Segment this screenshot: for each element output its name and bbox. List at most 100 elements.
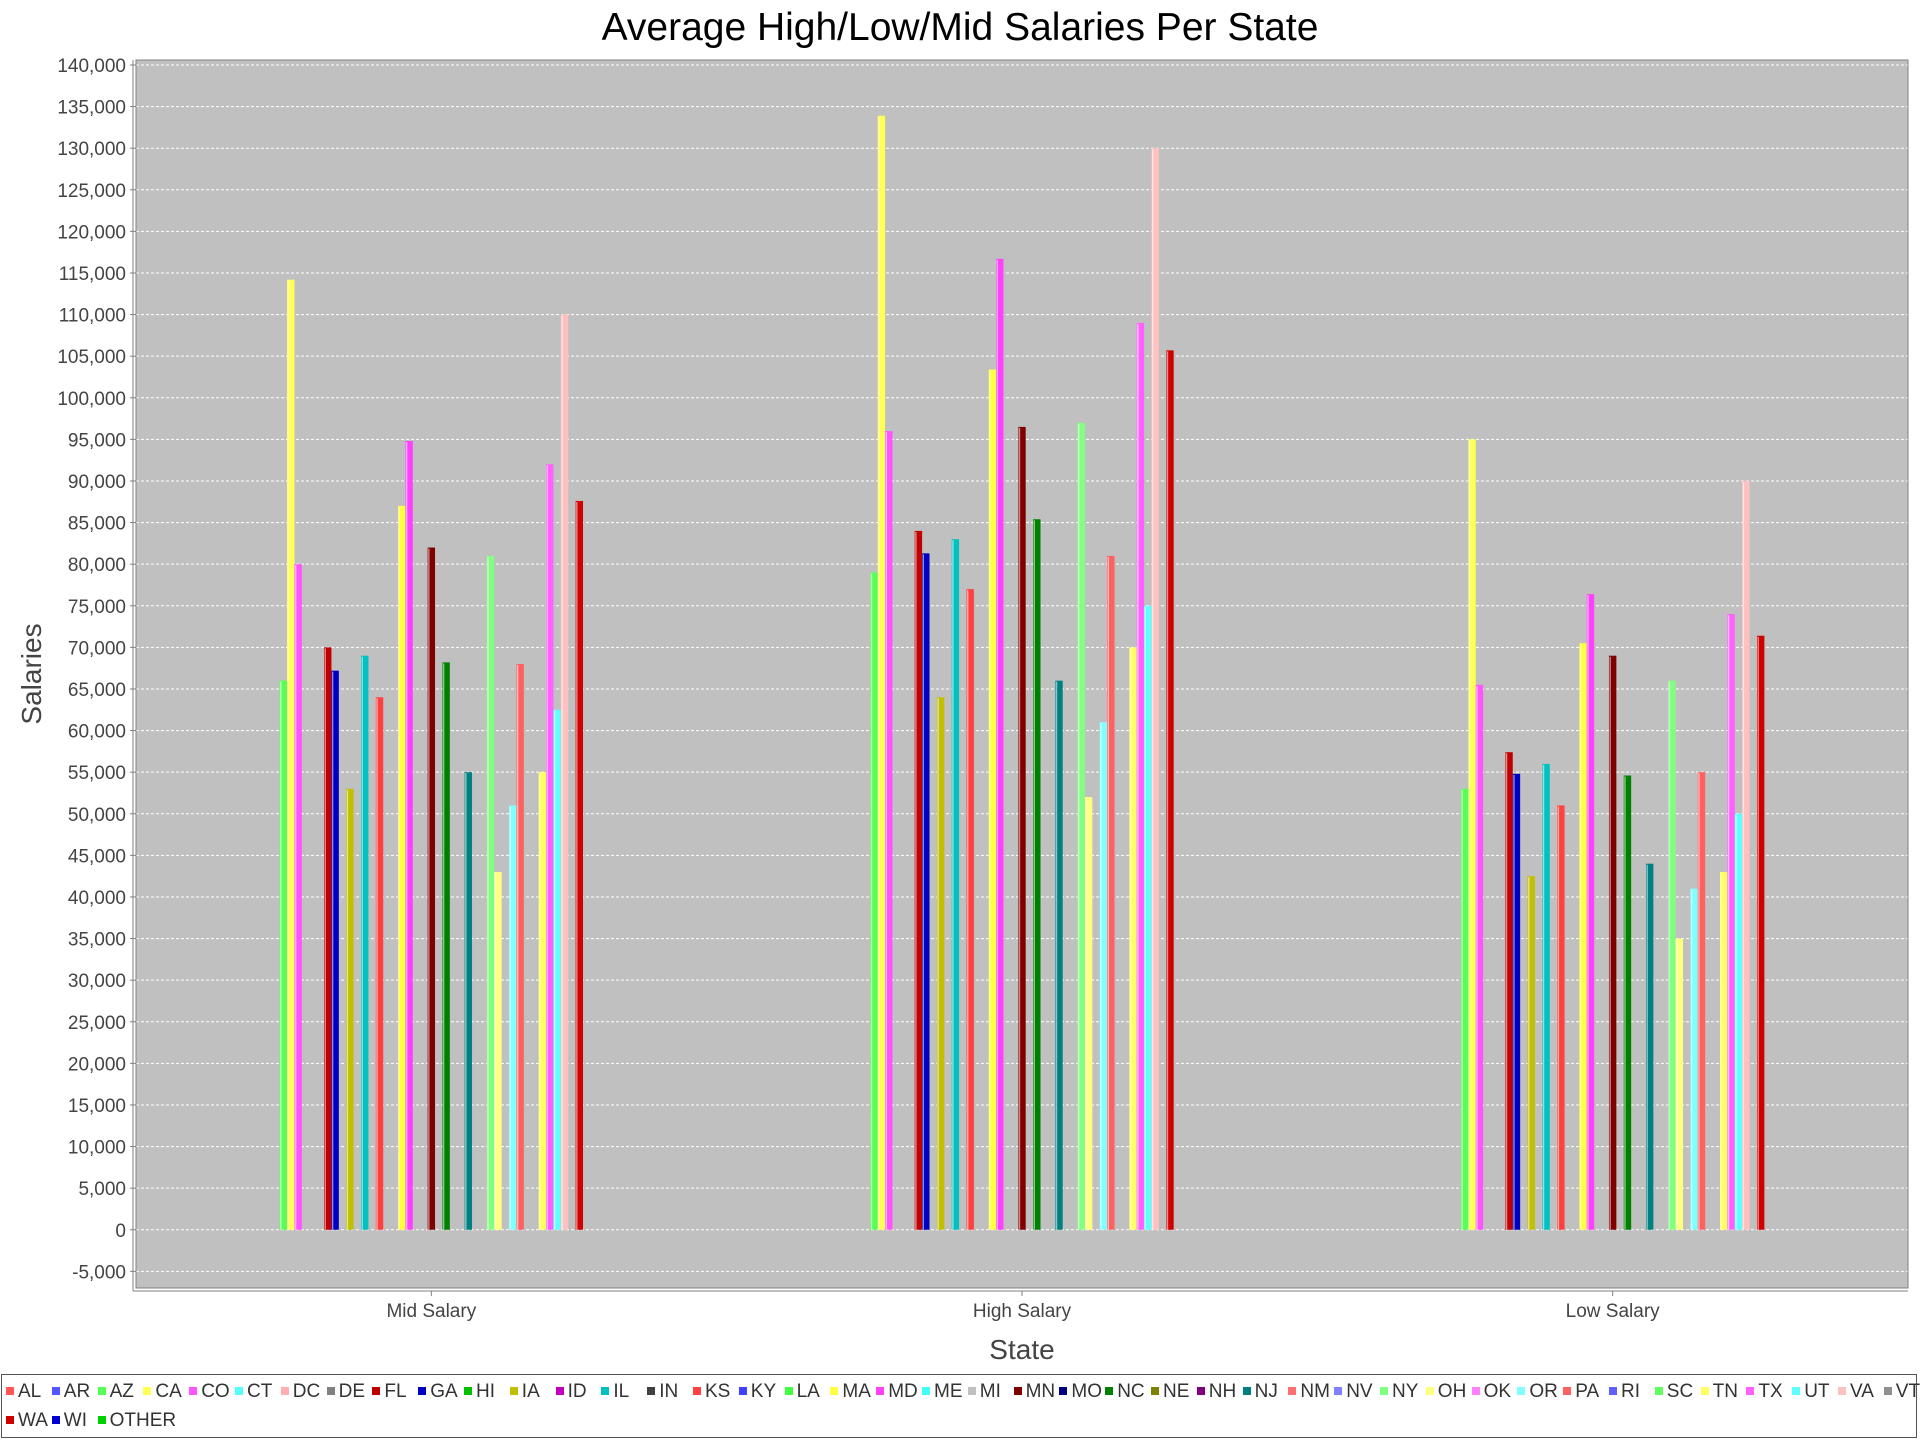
legend-swatch	[51, 1387, 60, 1395]
legend-label: AZ	[109, 1381, 134, 1402]
bar-wa-high-salary	[1166, 350, 1174, 1230]
legend-swatch	[6, 1416, 14, 1424]
legend-label: CO	[201, 1381, 230, 1402]
legend-label: TN	[1712, 1381, 1738, 1402]
legend-swatch	[418, 1387, 427, 1395]
legend-swatch	[1838, 1387, 1846, 1395]
bar-ca-low-salary	[1468, 439, 1476, 1230]
legend-label: OR	[1529, 1381, 1558, 1402]
y-tick-label: 40,000	[68, 888, 126, 909]
bar-az-low-salary	[1460, 788, 1469, 1230]
legend-label: DC	[292, 1381, 321, 1402]
legend-swatch	[1151, 1387, 1159, 1395]
bar-nj-low-salary	[1645, 863, 1654, 1230]
legend-label: PA	[1575, 1381, 1600, 1402]
legend-label: OK	[1483, 1381, 1512, 1402]
bar-pa-mid-salary	[516, 664, 524, 1230]
legend-swatch	[967, 1387, 976, 1395]
y-tick-label: 20,000	[68, 1054, 126, 1075]
bar-fl-low-salary	[1505, 752, 1513, 1230]
legend-label: VT	[1895, 1381, 1920, 1402]
bar-ma-mid-salary	[398, 505, 406, 1230]
legend-label: AR	[63, 1381, 91, 1402]
y-tick-label: 45,000	[68, 846, 126, 867]
legend-label: AL	[18, 1381, 42, 1402]
legend-label: NV	[1346, 1381, 1373, 1402]
bar-oh-low-salary	[1675, 938, 1683, 1230]
legend-swatch	[326, 1387, 335, 1395]
legend-label: MI	[979, 1381, 1001, 1402]
legend-label: MA	[842, 1381, 871, 1402]
bar-ma-high-salary	[988, 369, 997, 1230]
legend-label: NC	[1117, 1381, 1145, 1402]
bar-ca-high-salary	[877, 115, 886, 1230]
legend-label: NJ	[1254, 1381, 1278, 1402]
bar-ma-low-salary	[1579, 643, 1587, 1230]
legend-swatch	[51, 1416, 60, 1424]
legend-label: WA	[18, 1410, 48, 1431]
y-tick-label: 5,000	[78, 1179, 126, 1200]
legend-swatch	[1563, 1387, 1572, 1395]
legend-swatch	[1609, 1387, 1617, 1395]
legend-label: OH	[1437, 1381, 1467, 1402]
bar-co-mid-salary	[294, 564, 302, 1230]
bar-oh-mid-salary	[494, 872, 502, 1230]
legend-swatch	[1883, 1387, 1892, 1395]
bar-or-high-salary	[1099, 722, 1108, 1230]
bar-ny-mid-salary	[486, 555, 495, 1230]
bar-ia-mid-salary	[346, 788, 354, 1230]
y-tick-label: 30,000	[68, 971, 126, 992]
legend-label: NE	[1163, 1381, 1190, 1402]
y-tick-label: 10,000	[68, 1138, 126, 1159]
legend-label: SC	[1666, 1381, 1694, 1402]
y-tick-label: 115,000	[59, 264, 126, 285]
y-tick-label: 55,000	[68, 763, 126, 784]
y-tick-label: 75,000	[68, 597, 126, 618]
legend-swatch	[1425, 1387, 1434, 1395]
y-tick-label: 95,000	[68, 430, 126, 451]
bar-nc-mid-salary	[442, 662, 450, 1230]
bar-ut-mid-salary	[553, 709, 561, 1230]
bar-va-high-salary	[1151, 148, 1159, 1230]
y-tick-label: 135,000	[57, 98, 126, 119]
bar-az-high-salary	[870, 572, 878, 1230]
legend-label: OTHER	[109, 1410, 177, 1431]
y-tick-label: 125,000	[57, 181, 126, 202]
legend-swatch	[97, 1416, 106, 1424]
bar-tn-high-salary	[1129, 647, 1137, 1230]
legend-swatch	[1654, 1387, 1663, 1395]
bar-ga-mid-salary	[331, 670, 339, 1230]
y-tick-label: 80,000	[68, 555, 126, 576]
x-tick-label: High Salary	[973, 1301, 1072, 1322]
legend-swatch	[1196, 1387, 1205, 1395]
legend-label: RI	[1621, 1381, 1640, 1402]
y-tick-label: 60,000	[68, 722, 126, 743]
legend-label: KS	[705, 1381, 731, 1402]
y-tick-label: 65,000	[68, 680, 126, 701]
legend-label: VA	[1850, 1381, 1874, 1402]
legend-swatch	[876, 1387, 885, 1395]
bar-pa-high-salary	[1107, 555, 1115, 1230]
bar-nc-high-salary	[1033, 519, 1041, 1230]
legend-label: NY	[1392, 1381, 1419, 1402]
legend-swatch	[280, 1387, 289, 1395]
legend-label: IN	[659, 1381, 679, 1402]
legend-label: HI	[476, 1381, 495, 1402]
bar-il-low-salary	[1542, 763, 1550, 1230]
bar-co-high-salary	[885, 431, 893, 1230]
bar-az-mid-salary	[279, 680, 288, 1230]
x-tick-label: Mid Salary	[386, 1301, 476, 1322]
legend-swatch	[6, 1387, 14, 1395]
bar-tx-mid-salary	[546, 464, 554, 1230]
bar-wa-mid-salary	[575, 500, 584, 1230]
bar-ny-low-salary	[1668, 680, 1676, 1230]
y-tick-label: 85,000	[68, 514, 126, 535]
legend-swatch	[1471, 1387, 1480, 1395]
plot-frame	[135, 59, 1909, 1289]
bar-ut-low-salary	[1734, 813, 1743, 1230]
bar-nj-mid-salary	[464, 772, 473, 1230]
bar-or-mid-salary	[509, 805, 517, 1230]
legend-swatch	[693, 1387, 701, 1395]
legend-label: ME	[934, 1381, 963, 1402]
bar-ga-high-salary	[922, 553, 930, 1230]
